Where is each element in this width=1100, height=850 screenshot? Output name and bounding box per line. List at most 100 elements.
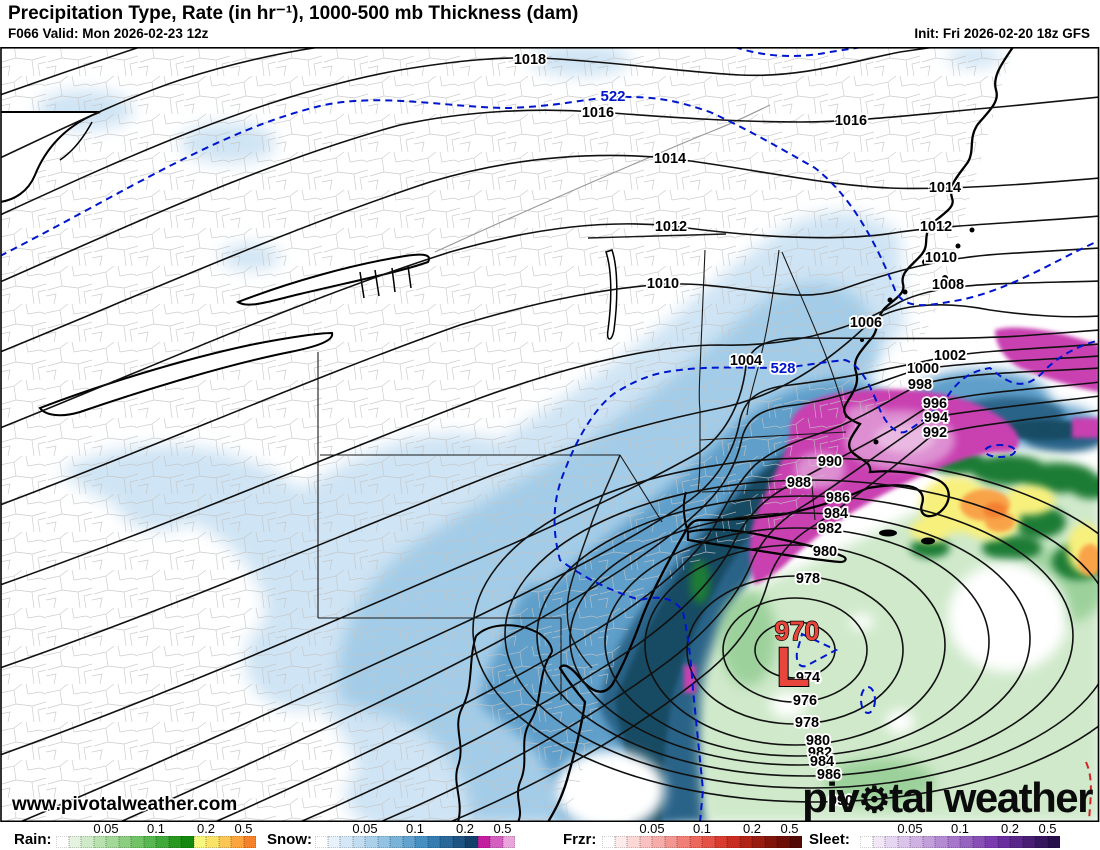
thickness-lines (1, 47, 1099, 822)
legend-swatch (327, 836, 340, 848)
legend-swatch (452, 836, 465, 848)
isobar-label: 1016 (582, 105, 614, 121)
coastal-islands (860, 227, 975, 545)
brand-logo: piv⚙tal weather (802, 774, 1093, 821)
isobar-label: 990 (818, 454, 842, 470)
isobar-label: 1014 (929, 180, 961, 196)
isobar-label: 978 (796, 571, 820, 587)
legend-swatch (340, 836, 353, 848)
legend-tick-label: 0.5 (780, 821, 799, 836)
legend-swatch (910, 836, 923, 848)
legend-tick-label: 0.1 (692, 821, 712, 836)
isobar-label: 994 (924, 410, 948, 426)
snow-darkest-shading (615, 420, 1095, 822)
isobar-label: 1018 (514, 52, 546, 68)
legend-tick-label: 0.05 (897, 821, 923, 836)
legend-swatch (168, 836, 181, 848)
low-pressure-marker: 970 L (774, 615, 820, 699)
legend-tick-label: 0.05 (93, 821, 119, 836)
legend-swatch (652, 836, 665, 848)
legend-swatch (860, 836, 873, 848)
legend-swatch (193, 836, 206, 848)
isobar-label: 1010 (925, 250, 957, 266)
coastline (59, 47, 1014, 822)
isobar-labels: 1018 1016 1014 1012 1010 1004 1016 1014 1012 1010… (512, 50, 968, 811)
legend-tick-label: 0.2 (455, 821, 475, 836)
isobar-label: 1006 (850, 315, 882, 331)
legend-swatch (365, 836, 378, 848)
isobar-label: 986 (826, 490, 850, 506)
legend-tick-label: 0.1 (950, 821, 970, 836)
isobar-label: 1002 (934, 348, 966, 364)
legend-swatch (377, 836, 390, 848)
isobar-label: 992 (923, 425, 947, 441)
legend-swatch (465, 836, 478, 848)
legend-label-frzr: Frzr: (563, 831, 597, 848)
legend-swatch (689, 836, 702, 848)
legend-swatch (206, 836, 219, 848)
legend-label-sleet: Sleet: (809, 831, 850, 848)
isobar-label: 1012 (920, 219, 952, 235)
watermark[interactable]: www.pivotalweather.com (10, 793, 239, 817)
isobar-label: 990 (829, 793, 853, 809)
legend-bar-frzr (602, 836, 802, 848)
legend-swatch (935, 836, 948, 848)
legend-swatch (702, 836, 715, 848)
thickness-540-line (1085, 761, 1092, 822)
init-time-label: Init: Fri 2026-02-20 18z GFS (914, 26, 1090, 41)
legend-tick-label: 0.05 (352, 821, 378, 836)
isobar-label: 988 (787, 475, 811, 491)
legend-swatch (490, 836, 503, 848)
state-borders (317, 233, 847, 700)
legend-swatch (1010, 836, 1023, 848)
legend-swatch (602, 836, 615, 848)
legend-tick-label: 0.05 (639, 821, 665, 836)
isobar-label: 1016 (835, 113, 867, 129)
legend-ticks-rain: 0.05 0.1 0.2 0.5 (56, 821, 256, 836)
legend-swatch (243, 836, 256, 848)
legend-swatch (960, 836, 973, 848)
legend-swatch (68, 836, 81, 848)
legend-swatch (231, 836, 244, 848)
isobar-label: 980 (806, 733, 830, 749)
isobar-label: 982 (808, 745, 832, 761)
isobar-label: 974 (796, 670, 820, 686)
isobar-label: 984 (824, 506, 848, 522)
legend-tick-label: 0.1 (146, 821, 166, 836)
isobar-label: 986 (817, 767, 841, 783)
legend-bar-sleet (860, 836, 1060, 848)
legend-swatch (752, 836, 765, 848)
isobar-label: 1008 (932, 277, 964, 293)
county-lines (1, 47, 1013, 822)
legend-tick-label: 0.1 (405, 821, 425, 836)
legend-swatch (56, 836, 69, 848)
legend-swatch (922, 836, 935, 848)
legend-swatch (614, 836, 627, 848)
legend-swatch (972, 836, 985, 848)
thickness-label: 522 (600, 88, 625, 105)
legend-swatch (677, 836, 690, 848)
logo-gear-icon: ⚙ (858, 779, 889, 820)
thickness-labels: 522 528 (599, 86, 798, 379)
legend-swatch (947, 836, 960, 848)
legend-swatch (106, 836, 119, 848)
legend-swatch (639, 836, 652, 848)
isobar-label: 980 (813, 544, 837, 560)
legend-swatch (627, 836, 640, 848)
legend-swatch (415, 836, 428, 848)
map-border (0, 47, 1100, 822)
legend-swatch (1035, 836, 1048, 848)
legend-swatch (81, 836, 94, 848)
legend-tick-label: 0.5 (493, 821, 512, 836)
legend-tick-label: 0.5 (234, 821, 253, 836)
low-value-label: 970 (774, 616, 819, 646)
isobar-label: 1004 (730, 353, 762, 369)
logo-text-pre: piv (802, 774, 860, 821)
legend-swatch (664, 836, 677, 848)
isobar-label: 976 (793, 693, 817, 709)
legend-swatch (477, 836, 490, 848)
logo-text-post: tal weather (889, 774, 1093, 821)
legend-swatch (352, 836, 365, 848)
legend-swatch (218, 836, 231, 848)
